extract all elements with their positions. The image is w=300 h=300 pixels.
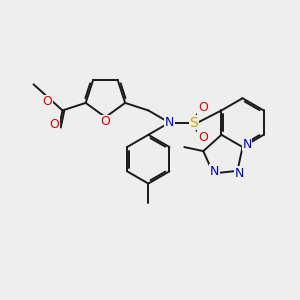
Text: N: N (165, 116, 174, 129)
Text: O: O (50, 118, 59, 131)
Text: O: O (198, 131, 208, 144)
Text: O: O (198, 101, 208, 114)
Text: O: O (43, 95, 52, 108)
Text: N: N (234, 167, 244, 180)
Text: N: N (242, 137, 252, 151)
Text: O: O (100, 115, 110, 128)
Text: N: N (210, 164, 219, 178)
Text: S: S (189, 116, 198, 130)
